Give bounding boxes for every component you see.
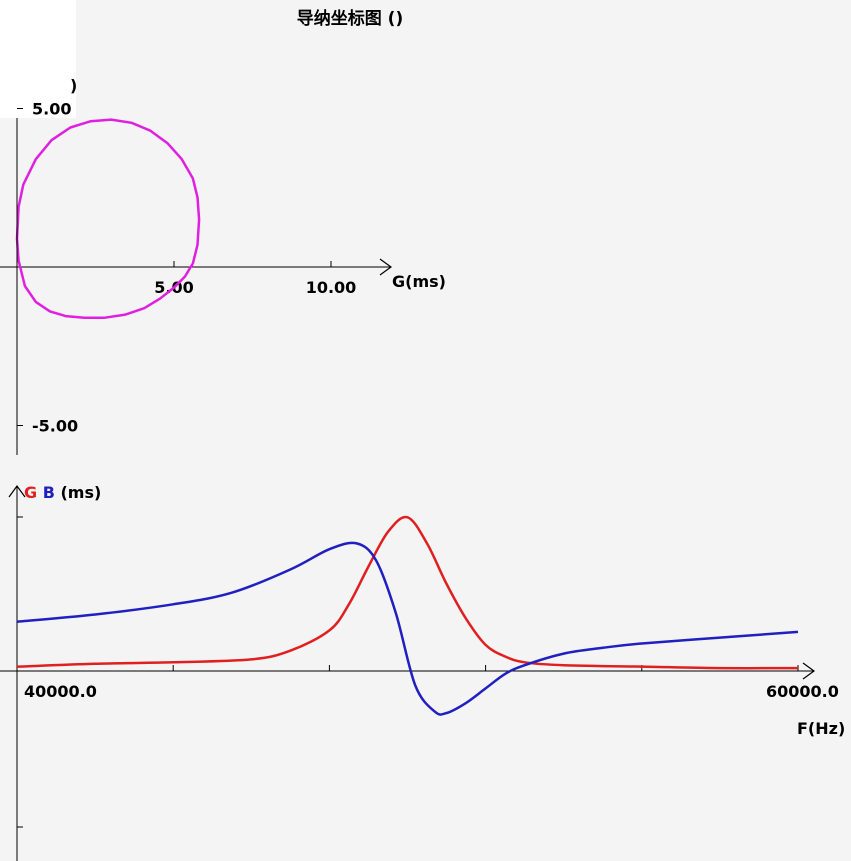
top-axis-fragment: ) <box>70 76 78 95</box>
y-axis-arrow-2 <box>8 484 26 498</box>
admittance-circle-line <box>15 118 201 319</box>
legend-ylabel-2: G B (ms) <box>24 483 101 502</box>
series-B-line <box>16 541 799 716</box>
x-tick-label-1: 10.00 <box>306 278 357 297</box>
y-tick-label-1: 5.00 <box>32 100 71 119</box>
chart-title: 导纳坐标图 () <box>296 9 404 29</box>
x-axis-arrow-1 <box>379 258 393 276</box>
x-axis-label-1: G(ms) <box>392 272 446 291</box>
y-axis-label-2: (ms) <box>60 483 101 502</box>
legend-g: G <box>24 483 43 502</box>
legend-b: B <box>43 483 61 502</box>
panel-occluder <box>0 0 76 118</box>
x-axis-label-2: F(Hz) <box>797 719 845 738</box>
y-tick-label-1: -5.00 <box>32 417 78 436</box>
x-tick-label-2: 60000.0 <box>766 682 839 701</box>
x-axis-arrow-2 <box>802 662 816 680</box>
x-tick-label-2: 40000.0 <box>24 682 97 701</box>
series-G-line <box>16 515 799 670</box>
